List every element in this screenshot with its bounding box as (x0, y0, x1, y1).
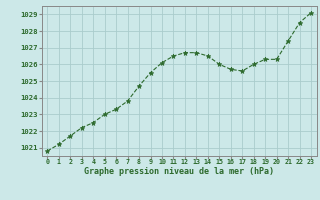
X-axis label: Graphe pression niveau de la mer (hPa): Graphe pression niveau de la mer (hPa) (84, 167, 274, 176)
